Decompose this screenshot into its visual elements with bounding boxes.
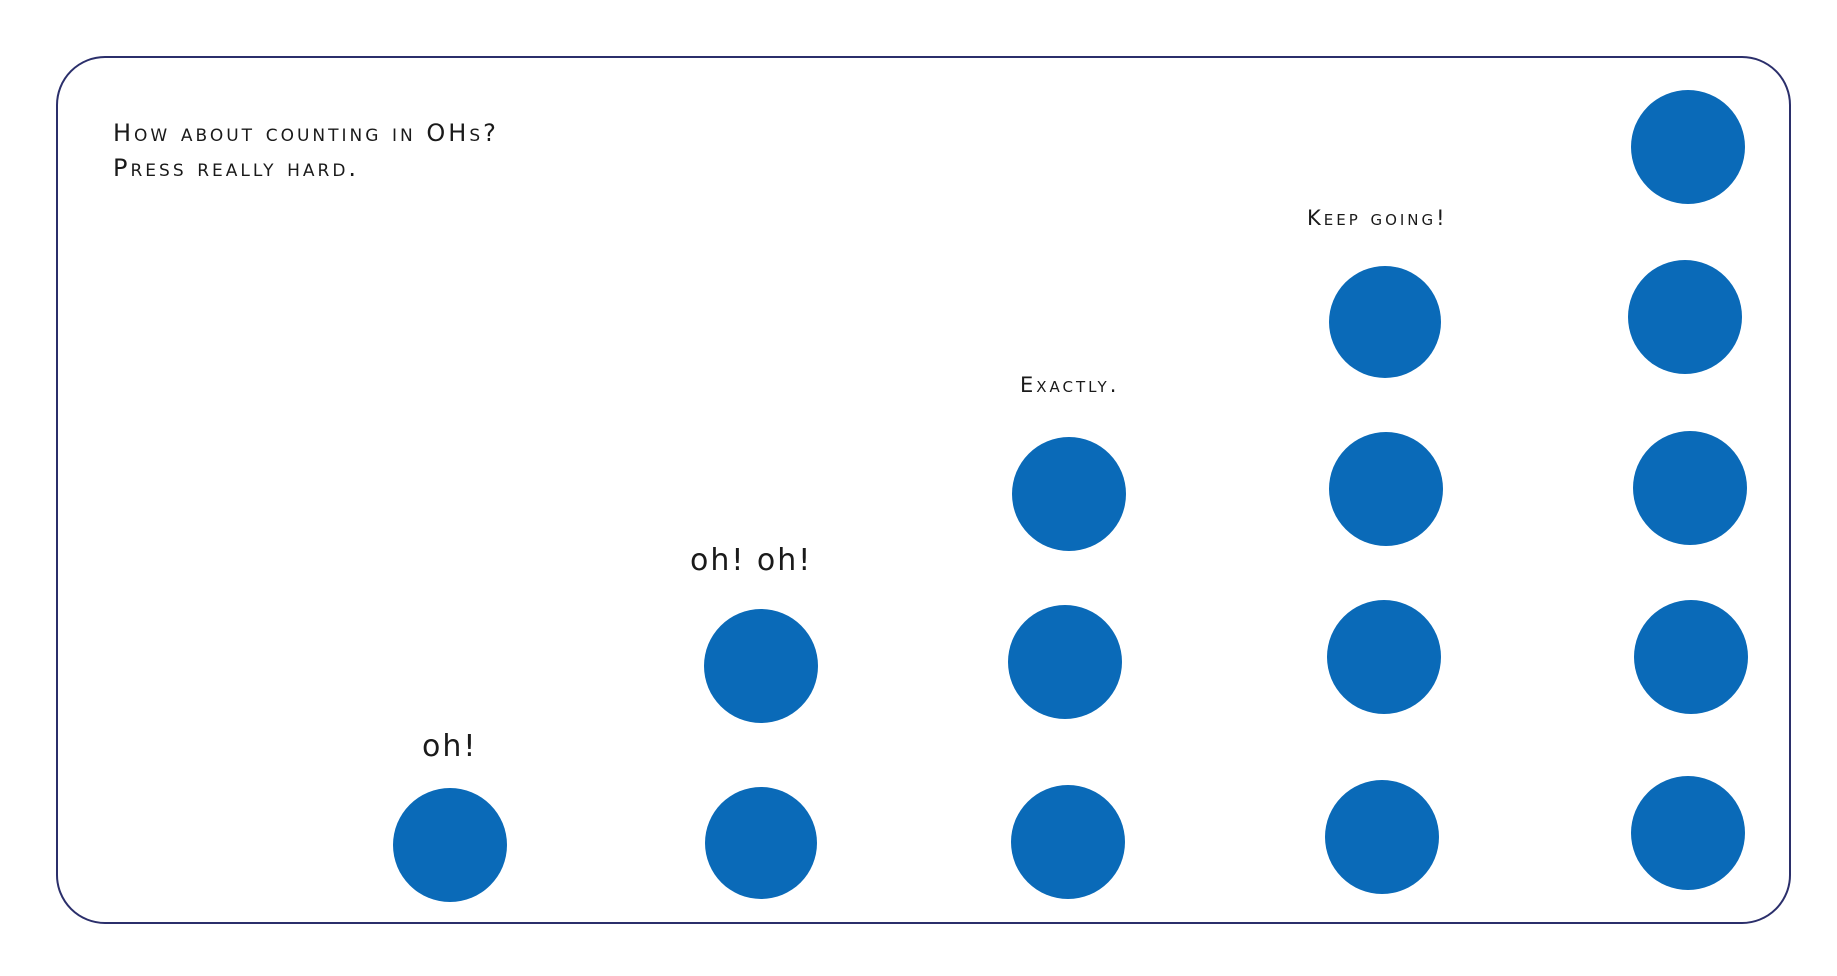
label: Exactly.	[1020, 373, 1119, 397]
dot	[1329, 432, 1443, 546]
dot	[1011, 785, 1125, 899]
dot	[1008, 605, 1122, 719]
intro-line: Press really hard.	[113, 154, 359, 182]
label: oh!	[422, 729, 477, 764]
label: Keep going!	[1307, 206, 1448, 230]
dot	[1631, 90, 1745, 204]
label: oh! oh!	[690, 543, 812, 578]
dots	[393, 90, 1748, 902]
dot	[1327, 600, 1441, 714]
intro-line: How about counting in OHs?	[113, 119, 499, 147]
page-frame	[56, 56, 1791, 924]
dot	[1325, 780, 1439, 894]
dot	[1633, 431, 1747, 545]
dot	[1631, 776, 1745, 890]
dot	[1012, 437, 1126, 551]
dot	[1628, 260, 1742, 374]
dot	[1329, 266, 1441, 378]
dot	[704, 609, 818, 723]
dot	[705, 787, 817, 899]
dot	[393, 788, 507, 902]
dot	[1634, 600, 1748, 714]
